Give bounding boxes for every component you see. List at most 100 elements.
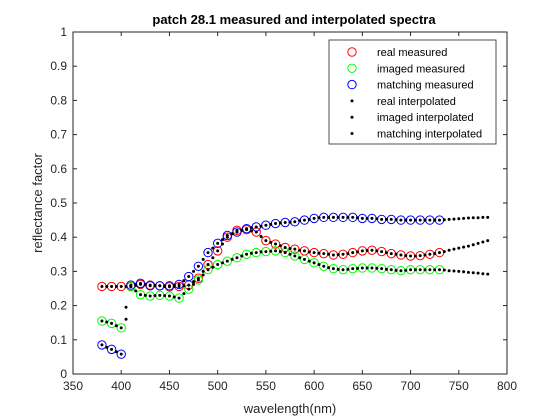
point-real-interpolated (249, 229, 253, 233)
x-axis-label: wavelength(nm) (243, 401, 337, 416)
point-imaged-interpolated (163, 294, 167, 298)
point-matching-interpolated (187, 275, 191, 279)
point-matching-interpolated (134, 282, 138, 286)
point-matching-interpolated (235, 230, 239, 234)
point-imaged-interpolated (148, 294, 152, 298)
point-real-interpolated (211, 256, 215, 260)
point-matching-interpolated (322, 215, 326, 219)
point-imaged-measured (116, 323, 126, 333)
point-imaged-interpolated (433, 268, 437, 272)
point-real-interpolated (384, 251, 388, 255)
point-real-interpolated (105, 284, 109, 288)
x-tick-label: 500 (208, 379, 228, 393)
point-matching-measured (222, 230, 233, 241)
point-real-interpolated (317, 251, 321, 255)
y-tick-label: 0.1 (50, 333, 67, 347)
legend-label: real interpolated (377, 96, 456, 108)
point-real-interpolated (269, 240, 273, 244)
point-matching-interpolated (298, 219, 302, 223)
point-imaged-interpolated (442, 268, 446, 272)
point-imaged-interpolated (437, 268, 441, 272)
legend-marker (350, 115, 354, 119)
point-matching-interpolated (269, 223, 273, 227)
point-real-interpolated (216, 249, 220, 253)
legend-label: imaged measured (377, 63, 465, 75)
point-matching-interpolated (143, 282, 147, 286)
point-imaged-interpolated (240, 254, 244, 258)
point-real-interpolated (428, 252, 432, 256)
point-matching-interpolated (288, 220, 292, 224)
point-imaged-interpolated (264, 250, 268, 254)
point-matching-interpolated (196, 264, 200, 268)
point-imaged-interpolated (293, 254, 297, 258)
point-matching-interpolated (302, 218, 306, 222)
legend-label: imaged interpolated (377, 112, 474, 124)
point-imaged-interpolated (298, 256, 302, 260)
plot-layer (97, 212, 490, 359)
point-matching-interpolated (153, 284, 157, 288)
point-matching-interpolated (486, 215, 490, 219)
point-imaged-interpolated (225, 259, 229, 263)
point-matching-interpolated (437, 218, 441, 222)
point-imaged-measured (309, 258, 319, 268)
point-imaged-interpolated (110, 321, 114, 325)
point-imaged-measured (222, 256, 233, 266)
point-matching-interpolated (346, 215, 350, 219)
point-imaged-interpolated (404, 268, 408, 272)
point-real-interpolated (356, 250, 360, 254)
point-real-interpolated (351, 251, 355, 255)
point-matching-interpolated (216, 241, 220, 245)
point-imaged-interpolated (317, 263, 321, 267)
point-imaged-interpolated (481, 272, 485, 276)
point-matching-measured (193, 261, 204, 271)
point-matching-interpolated (220, 238, 224, 242)
point-imaged-interpolated (356, 266, 360, 270)
point-imaged-interpolated (394, 268, 398, 272)
point-matching-interpolated (167, 284, 171, 288)
point-real-interpolated (447, 248, 451, 252)
y-tick-label: 0.3 (50, 264, 67, 278)
point-matching-interpolated (124, 317, 128, 321)
point-matching-interpolated (105, 345, 109, 349)
point-matching-interpolated (307, 217, 311, 221)
point-matching-interpolated (370, 216, 374, 220)
point-matching-interpolated (254, 225, 258, 229)
point-matching-interpolated (447, 217, 451, 221)
point-imaged-interpolated (399, 269, 403, 273)
point-matching-interpolated (433, 218, 437, 222)
point-real-interpolated (476, 241, 480, 245)
point-matching-interpolated (114, 350, 118, 354)
point-real-interpolated (437, 251, 441, 255)
point-matching-interpolated (327, 215, 331, 219)
point-imaged-interpolated (216, 263, 220, 267)
legend-marker (350, 99, 354, 103)
point-matching-interpolated (230, 232, 234, 236)
point-imaged-interpolated (365, 266, 369, 270)
point-imaged-interpolated (288, 252, 292, 256)
point-matching-interpolated (211, 246, 215, 250)
point-real-interpolated (394, 252, 398, 256)
y-tick-label: 1 (60, 25, 67, 39)
point-real-interpolated (307, 250, 311, 254)
point-imaged-interpolated (486, 272, 490, 276)
point-imaged-interpolated (380, 267, 384, 271)
point-matching-interpolated (399, 218, 403, 222)
point-real-interpolated (110, 284, 114, 288)
point-matching-interpolated (331, 215, 335, 219)
point-real-interpolated (346, 252, 350, 256)
point-matching-interpolated (129, 283, 133, 287)
point-matching-interpolated (418, 218, 422, 222)
point-real-measured (212, 246, 223, 256)
point-real-interpolated (322, 252, 326, 256)
point-matching-interpolated (365, 216, 369, 220)
point-real-interpolated (264, 239, 268, 243)
point-real-interpolated (293, 247, 297, 251)
point-matching-interpolated (245, 227, 249, 231)
point-matching-interpolated (139, 281, 143, 285)
legend-label: matching interpolated (377, 129, 482, 141)
point-imaged-interpolated (269, 249, 273, 253)
point-real-interpolated (327, 252, 331, 256)
point-imaged-interpolated (322, 264, 326, 268)
x-tick-label: 350 (63, 379, 83, 393)
point-imaged-interpolated (428, 268, 432, 272)
